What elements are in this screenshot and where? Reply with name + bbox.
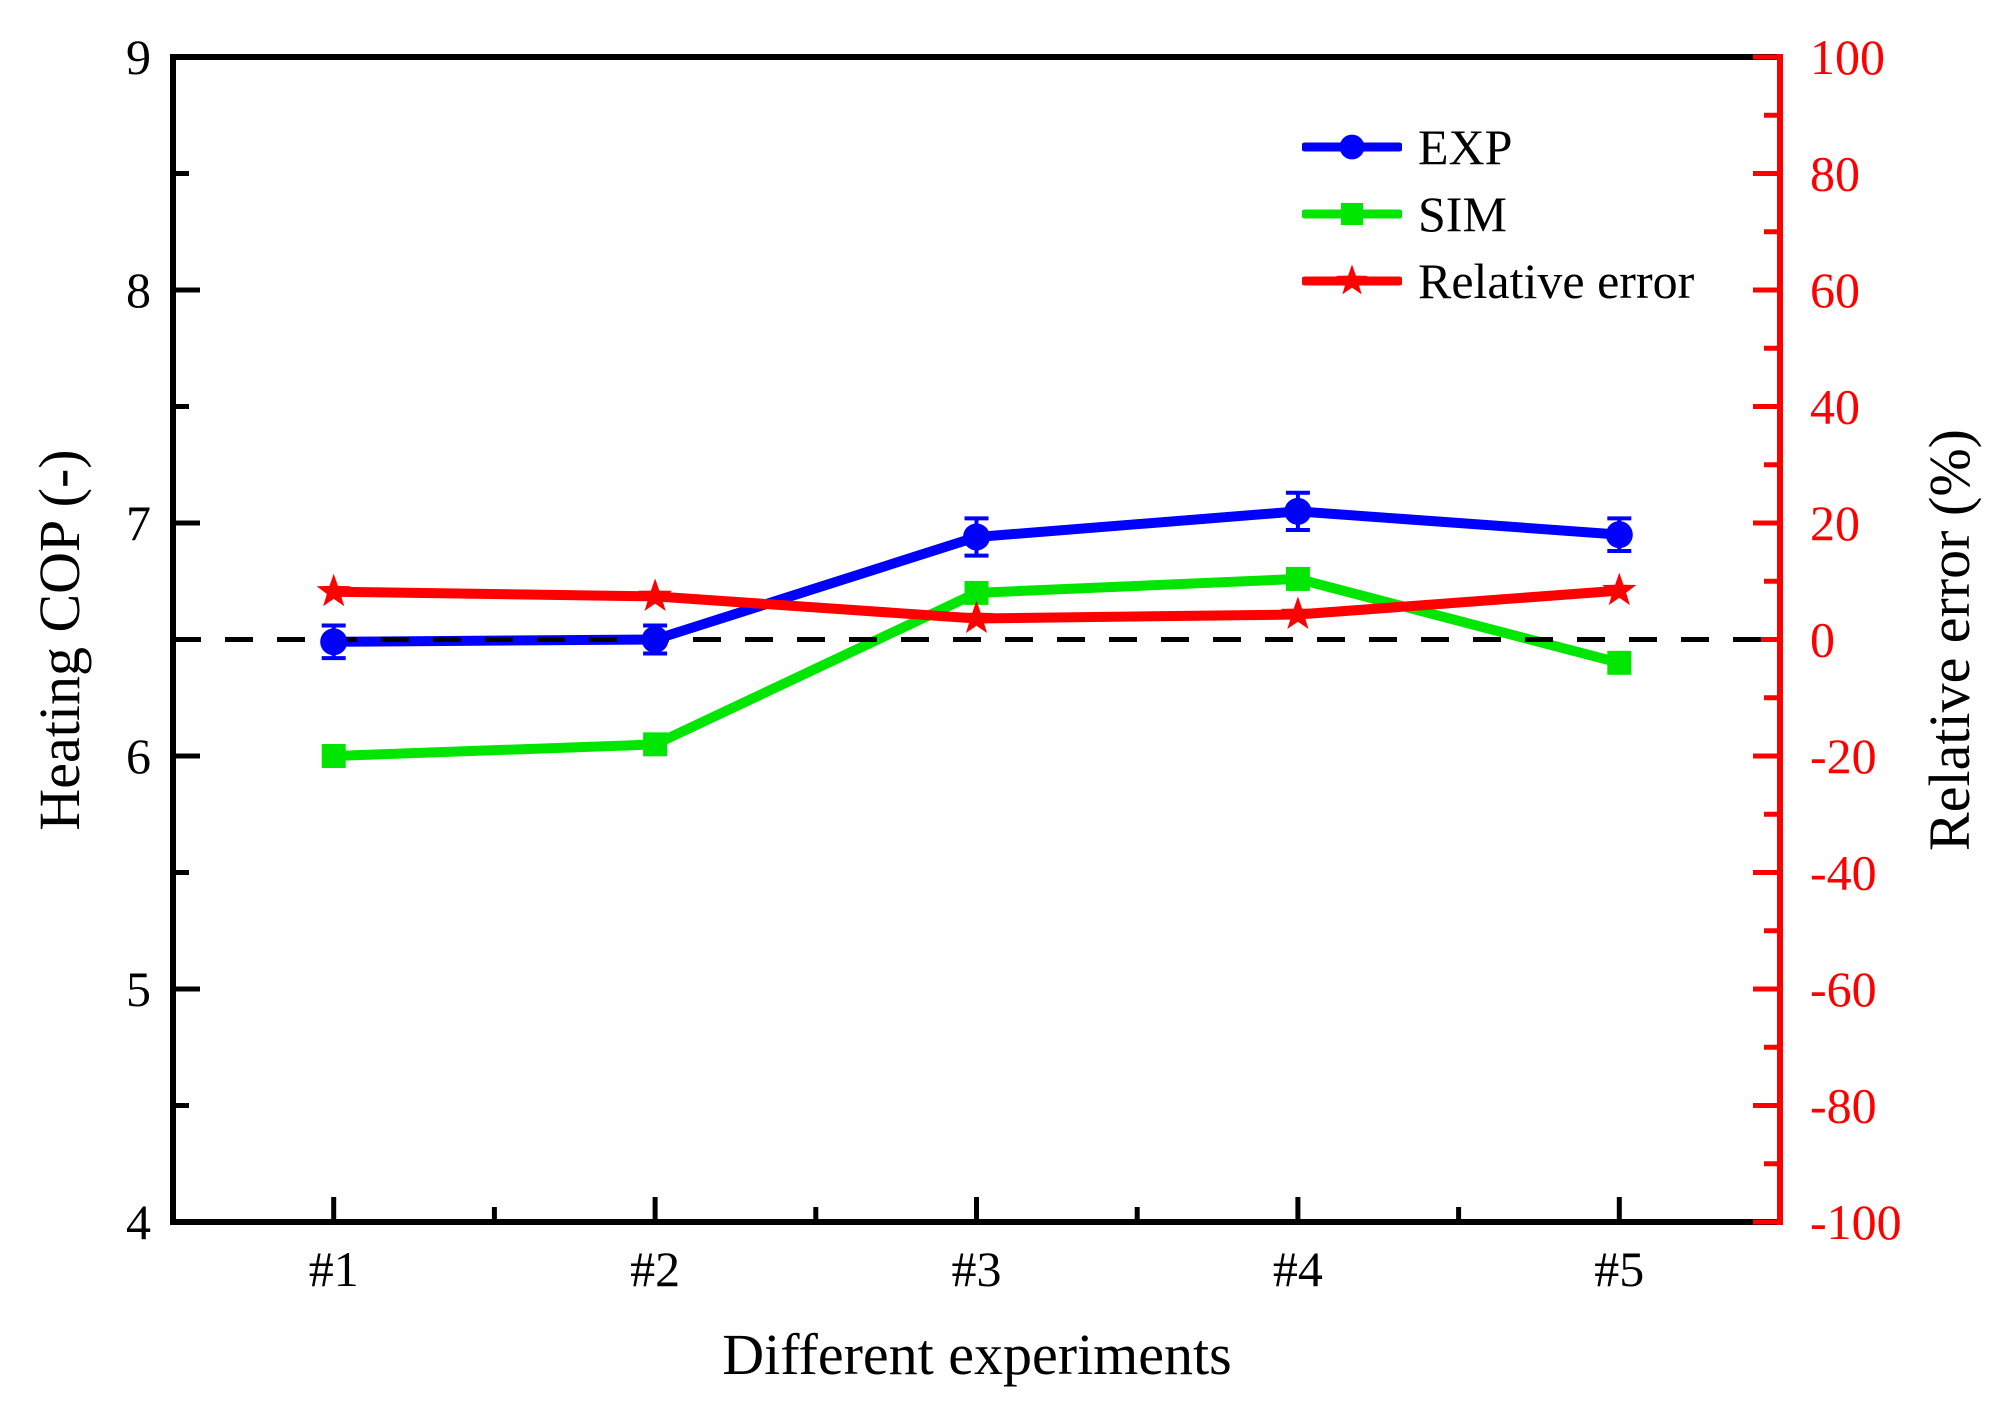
legend-marker-exp	[1339, 134, 1365, 160]
marker-sim-5	[1607, 650, 1632, 675]
left-axis-tick-label: 5	[126, 961, 151, 1017]
marker-exp-1	[320, 628, 348, 656]
x-axis-tick-label: #2	[630, 1241, 680, 1297]
marker-sim-1	[321, 744, 346, 768]
legend-relative-error-symbol	[1300, 264, 1404, 295]
right-axis-tick-label: 40	[1810, 379, 1860, 435]
marker-relative-error-2	[638, 578, 673, 611]
legend-label-sim: SIM	[1418, 186, 1507, 242]
marker-exp-5	[1605, 521, 1633, 549]
legend-label-exp: EXP	[1418, 119, 1513, 175]
legend: EXP SIM Relative error	[1300, 118, 1695, 310]
marker-sim-4	[1285, 566, 1310, 591]
right-axis-tick-label: 0	[1810, 612, 1835, 668]
x-axis-tick-label: #3	[952, 1241, 1002, 1297]
marker-relative-error-4	[1280, 596, 1315, 629]
x-axis-tick-label: #5	[1594, 1241, 1644, 1297]
legend-symbol-sim	[1300, 196, 1404, 232]
right-axis-title: Relative error (%)	[1917, 429, 1982, 851]
right-axis-tick-label: 20	[1810, 495, 1860, 551]
right-axis-tick-label: -20	[1810, 728, 1877, 784]
legend-symbol-relative-error	[1300, 263, 1404, 299]
left-axis-title: Heating COP (-)	[27, 449, 92, 831]
marker-exp-3	[963, 523, 990, 551]
right-axis-tick-label: -60	[1810, 961, 1877, 1017]
marker-relative-error-1	[316, 573, 351, 607]
right-axis-tick-label: -80	[1810, 1078, 1877, 1134]
marker-relative-error-3	[959, 600, 994, 634]
left-axis-tick-label: 9	[126, 29, 151, 85]
x-axis-title: Different experiments	[722, 1322, 1232, 1387]
legend-row-sim: SIM	[1300, 185, 1694, 243]
legend-exp-symbol	[1300, 134, 1404, 160]
legend-row-relative-error: Relative error	[1300, 252, 1695, 310]
left-axis-tick-label: 7	[126, 495, 151, 551]
legend-marker-sim	[1340, 202, 1364, 226]
marker-exp-2	[641, 626, 669, 653]
right-axis-tick-label: 80	[1810, 146, 1860, 202]
legend-symbol-exp	[1300, 129, 1404, 165]
legend-row-exp: EXP	[1300, 118, 1694, 176]
x-axis-tick-label: #1	[309, 1241, 359, 1297]
right-axis-tick-label: 60	[1810, 262, 1860, 318]
legend-sim-symbol	[1300, 202, 1404, 226]
marker-relative-error-5	[1602, 572, 1637, 606]
legend-marker-relative-error	[1336, 264, 1368, 295]
left-axis-tick-label: 6	[126, 728, 151, 784]
left-axis-tick-label: 8	[126, 262, 151, 318]
marker-exp-4	[1284, 497, 1312, 525]
marker-sim-2	[643, 732, 668, 757]
right-axis-tick-label: -100	[1810, 1194, 1902, 1250]
right-axis-tick-label: -40	[1810, 845, 1877, 901]
legend-label-relative-error: Relative error	[1418, 253, 1695, 309]
x-axis-tick-label: #4	[1273, 1241, 1323, 1297]
left-axis-tick-label: 4	[126, 1194, 151, 1250]
right-axis-tick-label: 100	[1810, 29, 1885, 85]
